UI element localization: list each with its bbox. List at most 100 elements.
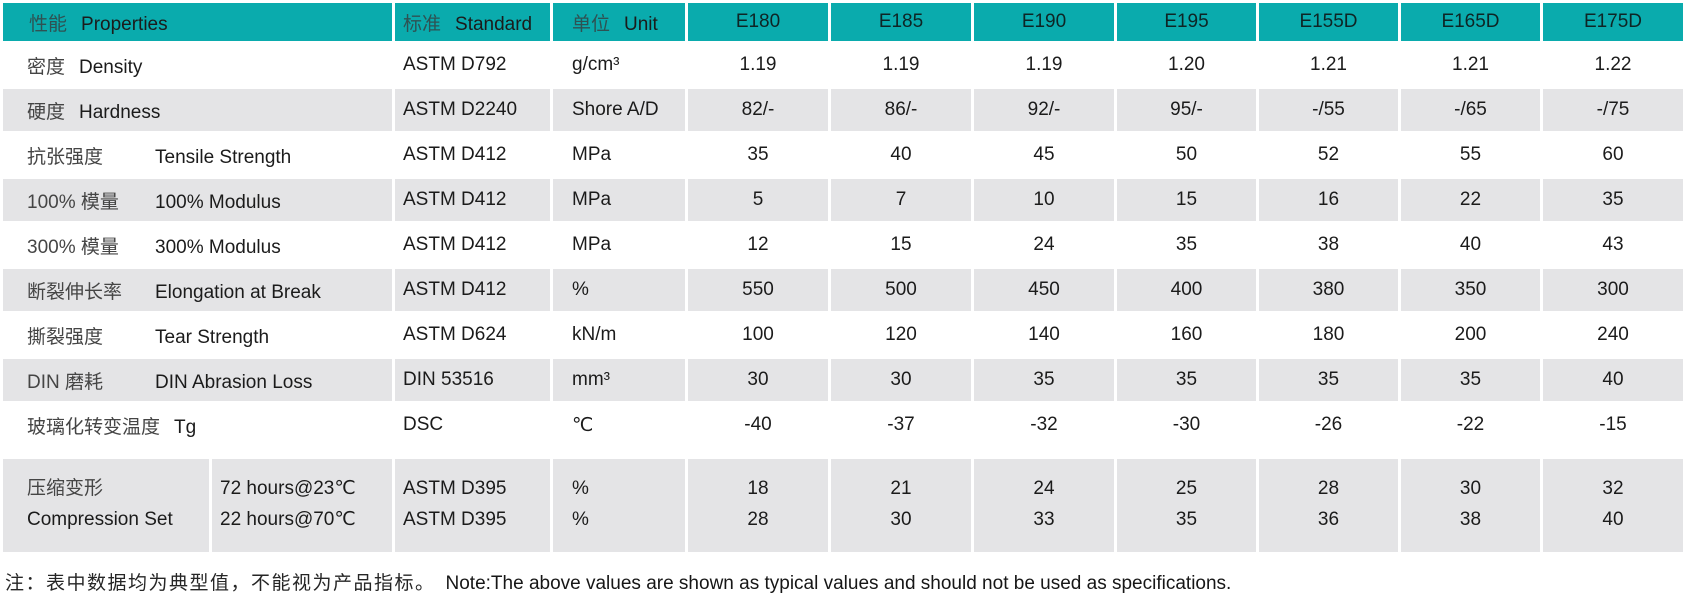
- property-cell: DIN 磨耗 DIN Abrasion Loss: [3, 359, 392, 401]
- value-cell: 12: [688, 224, 828, 266]
- value-cell: 86/-: [831, 89, 971, 131]
- unit-cell: %: [553, 269, 685, 311]
- compression-value-line2: 30: [890, 509, 912, 530]
- standard-cell: DSC: [395, 404, 550, 446]
- standard-cell: ASTM D792: [395, 44, 550, 86]
- table-row: DIN 磨耗 DIN Abrasion Loss DIN 53516 mm³ 30…: [3, 359, 1683, 401]
- value-cell: 35: [1117, 224, 1256, 266]
- value-cell: 30: [688, 359, 828, 401]
- value-cell: 45: [974, 134, 1114, 176]
- value-cell: 10: [974, 179, 1114, 221]
- standard-cell: DIN 53516: [395, 359, 550, 401]
- standard-cell: ASTM D412: [395, 269, 550, 311]
- value-cell: 50: [1117, 134, 1256, 176]
- table-row: 撕裂强度 Tear Strength ASTM D624 kN/m 100 120 1…: [3, 314, 1683, 356]
- property-name-zh: 玻璃化转变温度: [27, 416, 161, 438]
- unit-cell: MPa: [553, 134, 685, 176]
- column-header-grade: E165D: [1401, 3, 1540, 41]
- unit-line: %: [572, 478, 589, 499]
- property-cell: 压缩变形 Compression Set: [3, 459, 209, 552]
- value-cell: 1.22: [1543, 44, 1683, 86]
- value-cell: 52: [1259, 134, 1398, 176]
- material-properties-table: 性能 Properties 标准 Standard 单位 Unit E180 E185 E…: [3, 3, 1683, 552]
- unit-cell: kN/m: [553, 314, 685, 356]
- property-name-en: Density: [79, 56, 143, 78]
- value-cell: 30: [831, 359, 971, 401]
- value-cell: -/65: [1401, 89, 1540, 131]
- unit-cell: Shore A/D: [553, 89, 685, 131]
- standard-cell: ASTM D412: [395, 134, 550, 176]
- property-name-zh: 密度: [27, 56, 66, 78]
- footnote: 注：表中数据均为典型值，不能视为产品指标。 Note:The above valu…: [5, 568, 1686, 595]
- value-cell: 300: [1543, 269, 1683, 311]
- table-row: 密度 Density ASTM D792 g/cm³ 1.19 1.19 1.19 1.…: [3, 44, 1683, 86]
- table-row: 抗张强度 Tensile Strength ASTM D412 MPa 35 40 4…: [3, 134, 1683, 176]
- value-cell: -22: [1401, 404, 1540, 446]
- value-cell: 1.19: [688, 44, 828, 86]
- properties-header-en: Properties: [81, 13, 168, 35]
- property-name-en: DIN Abrasion Loss: [155, 371, 313, 393]
- unit-cell: g/cm³: [553, 44, 685, 86]
- compression-value-line2: 40: [1602, 509, 1624, 530]
- standard-cell: ASTM D395 ASTM D395: [395, 459, 550, 552]
- value-cell: 35: [1543, 179, 1683, 221]
- property-name-zh: 300% 模量: [27, 236, 119, 258]
- compression-set-row: 压缩变形 Compression Set 72 hours@23℃ 22 hou…: [3, 459, 1683, 552]
- property-cell: 玻璃化转变温度 Tg: [3, 404, 392, 446]
- value-cell: 22: [1401, 179, 1540, 221]
- value-cell: 1.19: [831, 44, 971, 86]
- property-name-en: Compression Set: [27, 509, 173, 530]
- column-header-grade: E195: [1117, 3, 1256, 41]
- property-name-zh: DIN 磨耗: [27, 371, 104, 393]
- value-cell: 500: [831, 269, 971, 311]
- value-cell: 43: [1543, 224, 1683, 266]
- value-cell: 380: [1259, 269, 1398, 311]
- standard-cell: ASTM D624: [395, 314, 550, 356]
- value-cell: 1.19: [974, 44, 1114, 86]
- property-name-zh: 撕裂强度: [27, 326, 104, 348]
- value-cell: 55: [1401, 134, 1540, 176]
- value-cell: 60: [1543, 134, 1683, 176]
- value-cell: 5: [688, 179, 828, 221]
- compression-value-line1: 24: [1033, 478, 1055, 499]
- property-cell: 100% 模量 100% Modulus: [3, 179, 392, 221]
- table-row: 硬度 Hardness ASTM D2240 Shore A/D 82/- 86/-…: [3, 89, 1683, 131]
- value-cell: 550: [688, 269, 828, 311]
- property-cell: 密度 Density: [3, 44, 392, 86]
- column-header-grade: E180: [688, 3, 828, 41]
- column-header-grade: E190: [974, 3, 1114, 41]
- row-gap: [3, 449, 1683, 456]
- value-cell: 35: [1401, 359, 1540, 401]
- compression-value-line1: 30: [1459, 478, 1482, 499]
- standard-header-zh: 标准: [403, 13, 442, 35]
- value-cell: -37: [831, 404, 971, 446]
- unit-cell: mm³: [553, 359, 685, 401]
- compression-value-cell: 18 28: [688, 459, 828, 552]
- standard-line: ASTM D395: [403, 509, 507, 530]
- column-header-properties: 性能 Properties: [3, 3, 392, 41]
- compression-value-line2: 35: [1175, 509, 1198, 530]
- standard-header-en: Standard: [455, 13, 533, 35]
- unit-header-en: Unit: [624, 13, 658, 35]
- condition-line: 72 hours@23℃: [220, 478, 356, 499]
- column-header-grade: E175D: [1543, 3, 1683, 41]
- value-cell: 160: [1117, 314, 1256, 356]
- standard-cell: ASTM D412: [395, 224, 550, 266]
- value-cell: -15: [1543, 404, 1683, 446]
- value-cell: 35: [974, 359, 1114, 401]
- value-cell: 35: [1117, 359, 1256, 401]
- unit-cell: ℃: [553, 404, 685, 446]
- value-cell: -/55: [1259, 89, 1398, 131]
- condition-cell: 72 hours@23℃ 22 hours@70℃: [212, 459, 392, 552]
- table-row: 断裂伸长率 Elongation at Break ASTM D412 % 550…: [3, 269, 1683, 311]
- unit-cell: % %: [553, 459, 685, 552]
- standard-cell: ASTM D412: [395, 179, 550, 221]
- property-name-zh: 抗张强度: [27, 146, 104, 168]
- property-name-en: Hardness: [79, 101, 161, 123]
- value-cell: 400: [1117, 269, 1256, 311]
- value-cell: 450: [974, 269, 1114, 311]
- value-cell: 40: [1543, 359, 1683, 401]
- value-cell: 180: [1259, 314, 1398, 356]
- table-row: 玻璃化转变温度 Tg DSC ℃ -40 -37 -32 -30 -26 -22 -15: [3, 404, 1683, 446]
- compression-value-line1: 25: [1175, 478, 1198, 499]
